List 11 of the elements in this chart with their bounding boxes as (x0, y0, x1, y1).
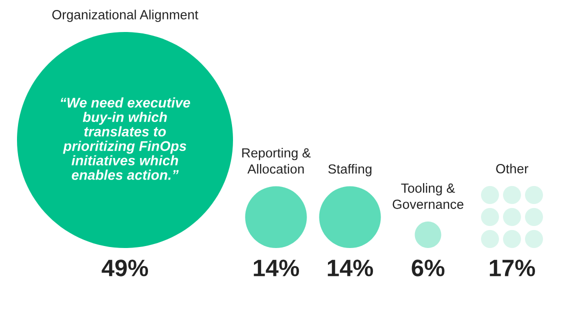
category-label: Reporting & Allocation (242, 148, 311, 174)
category-label: Other (496, 164, 528, 174)
category-label: Tooling & Governance (392, 183, 464, 209)
data-label: 14% (328, 260, 374, 276)
category-label: Staffing (328, 164, 372, 176)
data-label: 49% (102, 260, 148, 276)
data-label: 17% (490, 260, 536, 276)
category-label: Organizational Alignment (52, 10, 198, 22)
text: “We need executive buy-in which translates to prioritizing FinOps initiatives which enables action.” (60, 97, 190, 180)
data-label: 14% (254, 260, 300, 276)
data-label: 6% (412, 260, 444, 276)
